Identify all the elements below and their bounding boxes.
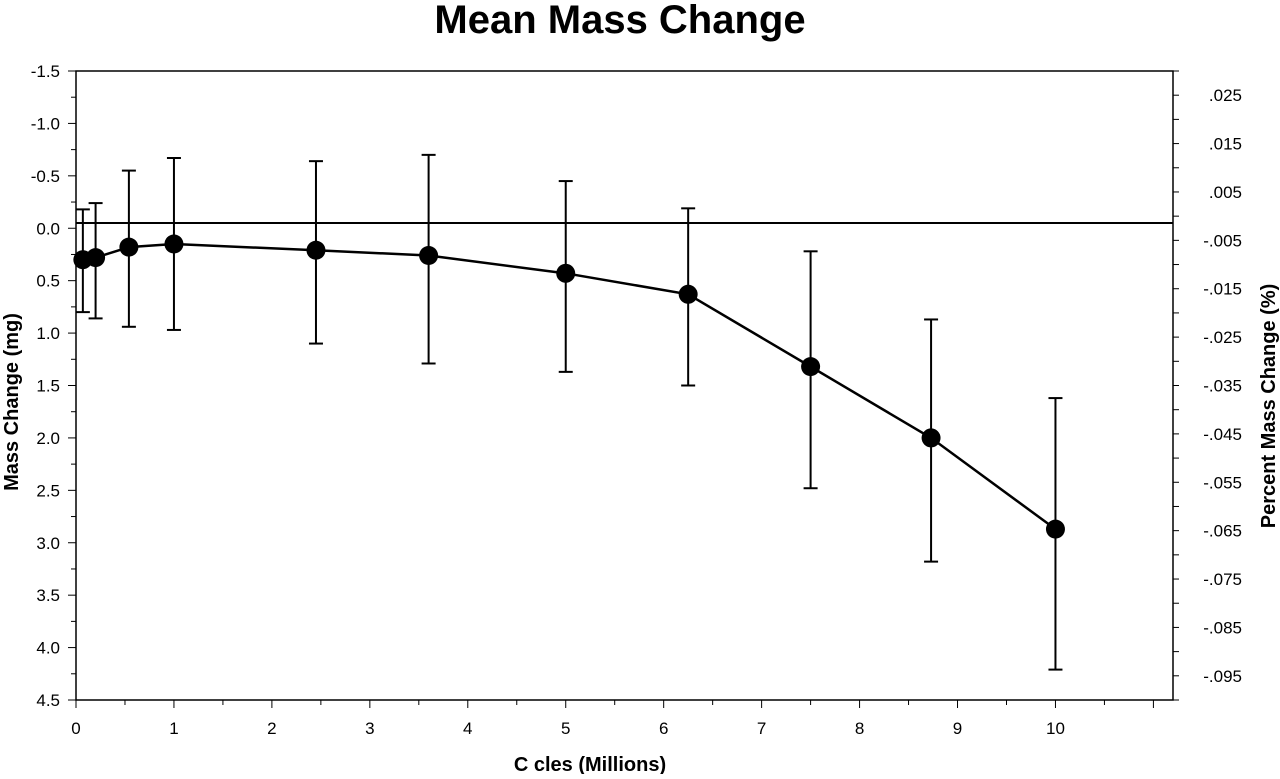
y-tick-label: -1.0 [31, 114, 60, 133]
x-tick-label: 9 [953, 719, 962, 738]
y2-tick-label: -.075 [1203, 570, 1242, 589]
data-point [419, 246, 439, 266]
y-tick-label: 2.5 [36, 481, 60, 500]
y2-tick-label: .025 [1209, 86, 1242, 105]
x-tick-label: 1 [169, 719, 178, 738]
x-tick-label: 4 [463, 719, 472, 738]
y2-tick-label: -.035 [1203, 377, 1242, 396]
x-tick-label: 5 [561, 719, 570, 738]
series-line [82, 242, 1057, 531]
data-point [556, 263, 576, 283]
y2-tick-label: .005 [1209, 183, 1242, 202]
data-point [801, 357, 821, 377]
y-tick-label: 0.5 [36, 272, 60, 291]
plot-area-frame [75, 70, 1174, 701]
data-point [1045, 519, 1065, 539]
data-point [119, 237, 139, 257]
chart-title: Mean Mass Change [434, 0, 805, 42]
y2-tick-label: -.095 [1203, 667, 1242, 686]
x-tick-label: 10 [1046, 719, 1065, 738]
x-axis-label: C cles (Millions) [514, 754, 666, 774]
x-tick-label: 2 [267, 719, 276, 738]
y-tick-label: 1.0 [36, 324, 60, 343]
data-point [164, 234, 184, 254]
data-point [86, 248, 106, 268]
y2-tick-label: -.055 [1203, 473, 1242, 492]
x-tick-label: 8 [855, 719, 864, 738]
y2-tick-label: -.045 [1203, 425, 1242, 444]
y2-tick-label: -.085 [1203, 618, 1242, 637]
x-tick-label: 3 [365, 719, 374, 738]
y2-tick-label: -.005 [1203, 231, 1242, 250]
y-tick-label: -1.5 [31, 62, 60, 81]
y-tick-label: -0.5 [31, 167, 60, 186]
data-point [921, 428, 941, 448]
y-tick-label: 2.0 [36, 429, 60, 448]
y2-tick-label: -.065 [1203, 522, 1242, 541]
y-tick-label: 4.5 [36, 691, 60, 710]
y-tick-label: 4.0 [36, 639, 60, 658]
x-tick-label: 6 [659, 719, 668, 738]
y-tick-label: 0.0 [36, 219, 60, 238]
data-point [306, 240, 326, 260]
y-axis-label: Mass Change (mg) [1, 313, 23, 491]
y2-axis-label: Percent Mass Change (%) [1258, 284, 1280, 529]
data-point [678, 284, 698, 304]
y-tick-label: 3.5 [36, 586, 60, 605]
x-tick-label: 0 [71, 719, 80, 738]
y2-tick-label: -.015 [1203, 280, 1242, 299]
y-tick-label: 3.0 [36, 534, 60, 553]
y2-tick-label: -.025 [1203, 328, 1242, 347]
y-tick-label: 1.5 [36, 377, 60, 396]
x-tick-label: 7 [757, 719, 766, 738]
y2-tick-label: .015 [1209, 135, 1242, 154]
